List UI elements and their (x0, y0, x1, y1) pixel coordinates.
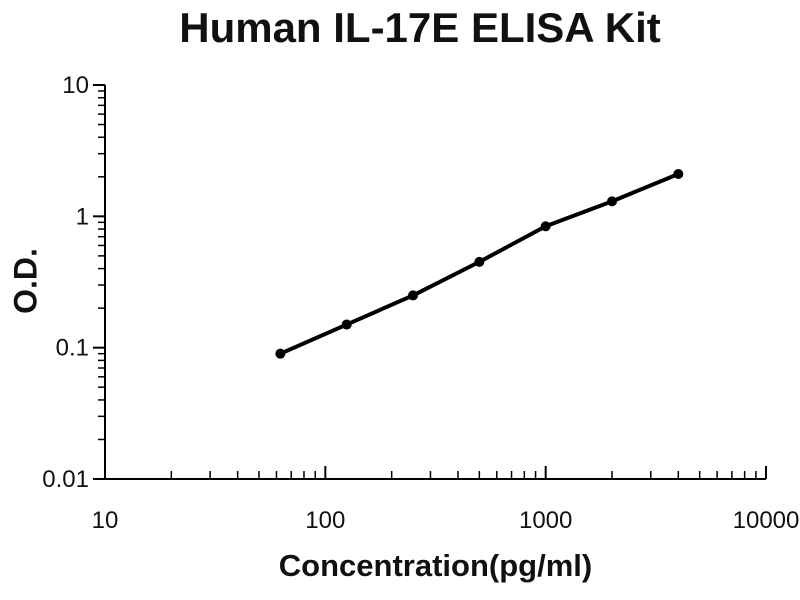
data-point-marker (606, 196, 617, 207)
data-point-marker (474, 256, 485, 267)
x-tick-label: 10 (92, 507, 119, 534)
x-tick-label: 1000 (519, 507, 572, 534)
chart-title: Human IL-17E ELISA Kit (179, 4, 661, 51)
x-tick-label: 10000 (733, 507, 800, 534)
data-point-marker (408, 290, 419, 301)
y-tick-label: 0.01 (42, 466, 89, 493)
y-tick-label: 1 (76, 203, 89, 230)
data-point-marker (341, 319, 352, 330)
data-point-marker (673, 169, 684, 180)
data-point-marker (275, 348, 286, 359)
x-axis-title: Concentration(pg/ml) (278, 548, 593, 583)
x-tick-label: 100 (305, 507, 345, 534)
y-tick-label: 10 (62, 72, 89, 99)
y-tick-label: 0.1 (56, 335, 89, 362)
data-point-marker (540, 221, 551, 232)
